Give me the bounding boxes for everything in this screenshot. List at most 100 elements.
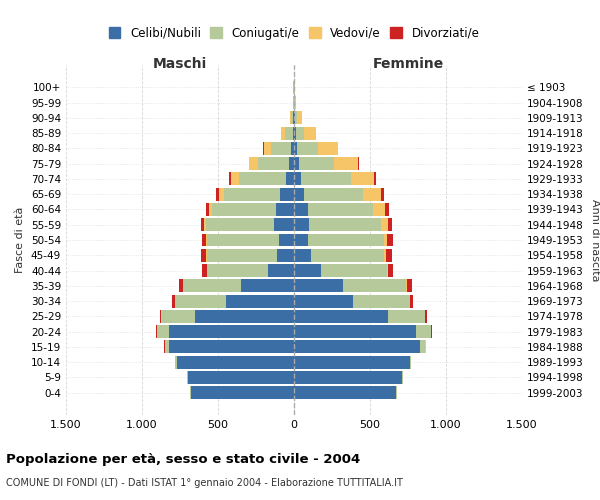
Bar bbox=[410, 294, 413, 308]
Y-axis label: Anni di nascita: Anni di nascita bbox=[590, 198, 600, 281]
Bar bbox=[156, 325, 157, 338]
Bar bbox=[160, 310, 161, 323]
Bar bbox=[304, 126, 316, 140]
Bar bbox=[206, 249, 208, 262]
Bar bbox=[294, 112, 295, 124]
Y-axis label: Fasce di età: Fasce di età bbox=[16, 207, 25, 273]
Bar bbox=[294, 310, 388, 323]
Bar bbox=[206, 234, 208, 246]
Bar bbox=[308, 234, 383, 246]
Bar bbox=[406, 280, 407, 292]
Bar bbox=[208, 264, 268, 277]
Bar bbox=[299, 157, 334, 170]
Bar bbox=[373, 203, 385, 216]
Bar bbox=[231, 172, 239, 186]
Bar bbox=[294, 203, 308, 216]
Bar bbox=[206, 264, 208, 277]
Bar bbox=[258, 157, 289, 170]
Bar bbox=[334, 157, 358, 170]
Bar bbox=[276, 203, 294, 216]
Bar bbox=[208, 234, 279, 246]
Bar bbox=[179, 280, 182, 292]
Bar bbox=[309, 218, 380, 231]
Bar bbox=[304, 188, 363, 200]
Bar bbox=[294, 386, 396, 399]
Bar bbox=[388, 264, 393, 277]
Bar bbox=[165, 340, 169, 353]
Bar bbox=[212, 203, 276, 216]
Bar bbox=[224, 188, 280, 200]
Bar bbox=[217, 188, 219, 200]
Bar bbox=[188, 371, 294, 384]
Bar bbox=[274, 218, 294, 231]
Bar bbox=[285, 126, 293, 140]
Bar bbox=[268, 264, 294, 277]
Bar bbox=[195, 310, 294, 323]
Bar bbox=[191, 386, 294, 399]
Bar bbox=[425, 310, 427, 323]
Text: Popolazione per età, sesso e stato civile - 2004: Popolazione per età, sesso e stato civil… bbox=[6, 452, 360, 466]
Bar bbox=[294, 264, 322, 277]
Text: Femmine: Femmine bbox=[373, 56, 443, 70]
Bar bbox=[410, 356, 412, 368]
Bar bbox=[206, 218, 274, 231]
Bar bbox=[271, 142, 291, 155]
Bar bbox=[279, 234, 294, 246]
Bar bbox=[308, 203, 373, 216]
Bar bbox=[226, 294, 294, 308]
Bar bbox=[353, 294, 410, 308]
Bar bbox=[396, 386, 397, 399]
Bar bbox=[431, 325, 432, 338]
Bar bbox=[162, 310, 195, 323]
Bar bbox=[374, 172, 376, 186]
Bar bbox=[301, 172, 351, 186]
Bar bbox=[219, 188, 224, 200]
Bar bbox=[289, 157, 294, 170]
Bar bbox=[295, 112, 298, 124]
Bar bbox=[382, 188, 384, 200]
Legend: Celibi/Nubili, Coniugati/e, Vedovi/e, Divorziati/e: Celibi/Nubili, Coniugati/e, Vedovi/e, Di… bbox=[104, 22, 484, 44]
Bar bbox=[249, 157, 258, 170]
Bar bbox=[295, 96, 296, 109]
Bar bbox=[322, 264, 387, 277]
Bar bbox=[351, 172, 374, 186]
Bar bbox=[294, 142, 297, 155]
Bar bbox=[416, 325, 431, 338]
Bar bbox=[157, 325, 169, 338]
Bar bbox=[183, 280, 241, 292]
Bar bbox=[383, 249, 386, 262]
Bar bbox=[201, 249, 206, 262]
Bar bbox=[208, 249, 277, 262]
Bar bbox=[298, 112, 302, 124]
Bar bbox=[294, 294, 353, 308]
Bar bbox=[402, 371, 403, 384]
Bar bbox=[343, 280, 406, 292]
Text: COMUNE DI FONDI (LT) - Dati ISTAT 1° gennaio 2004 - Elaborazione TUTTITALIA.IT: COMUNE DI FONDI (LT) - Dati ISTAT 1° gen… bbox=[6, 478, 403, 488]
Bar bbox=[291, 112, 293, 124]
Bar bbox=[172, 294, 175, 308]
Bar bbox=[291, 142, 294, 155]
Bar bbox=[386, 249, 392, 262]
Bar bbox=[241, 280, 294, 292]
Bar bbox=[293, 112, 294, 124]
Bar bbox=[204, 218, 206, 231]
Bar bbox=[169, 325, 294, 338]
Bar bbox=[294, 234, 308, 246]
Bar bbox=[294, 157, 299, 170]
Bar bbox=[388, 218, 392, 231]
Bar bbox=[318, 142, 338, 155]
Bar bbox=[297, 142, 318, 155]
Bar bbox=[177, 356, 294, 368]
Bar bbox=[388, 310, 425, 323]
Bar bbox=[294, 126, 296, 140]
Bar bbox=[294, 218, 309, 231]
Bar bbox=[294, 249, 311, 262]
Bar bbox=[294, 280, 343, 292]
Bar bbox=[294, 325, 416, 338]
Bar bbox=[296, 126, 304, 140]
Bar bbox=[383, 234, 388, 246]
Bar bbox=[294, 371, 402, 384]
Bar bbox=[206, 203, 209, 216]
Bar bbox=[387, 264, 388, 277]
Bar bbox=[169, 340, 294, 353]
